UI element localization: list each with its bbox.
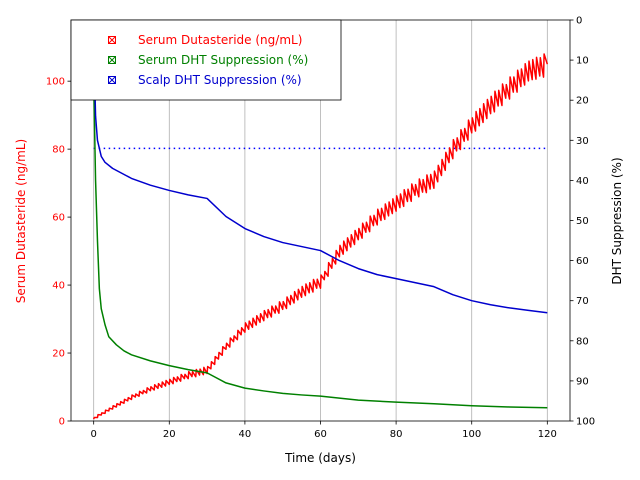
x-tick-label: 40 — [239, 429, 252, 440]
legend-marker — [108, 36, 116, 44]
right-y-tick-label: 10 — [576, 56, 589, 67]
right-y-tick-label: 80 — [576, 336, 589, 347]
right-y-tick-label: 100 — [576, 417, 595, 428]
x-tick-label: 0 — [90, 429, 96, 440]
series-line-1 — [92, 53, 549, 420]
x-tick-label: 20 — [163, 429, 176, 440]
left-y-tick-label: 60 — [52, 213, 65, 224]
right-y-tick-label: 30 — [576, 136, 589, 147]
legend-marker — [108, 56, 116, 64]
plot-area — [92, 40, 549, 420]
right-y-tick-label: 20 — [576, 96, 589, 107]
right-y-tick-label: 70 — [576, 296, 589, 307]
series-line-2 — [92, 80, 548, 409]
right-y-tick-label: 40 — [576, 176, 589, 187]
left-y-tick-label: 100 — [46, 77, 65, 88]
x-axis-label: Time (days) — [284, 451, 356, 465]
right-y-tick-label: 90 — [576, 376, 589, 387]
x-tick-label: 100 — [462, 429, 481, 440]
legend-label: Serum DHT Suppression (%) — [138, 53, 308, 67]
x-tick-label: 120 — [538, 429, 557, 440]
legend-label: Serum Dutasteride (ng/mL) — [138, 33, 302, 47]
right-y-axis-label: DHT Suppression (%) — [610, 157, 624, 284]
right-y-tick-label: 0 — [576, 16, 582, 27]
left-y-tick-label: 20 — [52, 349, 65, 360]
x-tick-label: 60 — [314, 429, 327, 440]
axes: 0 20 40 60 80 100 120 0 20 40 60 80 100 0 10 20 30 40 50 60… — [46, 16, 595, 441]
left-y-tick-label: 0 — [59, 417, 65, 428]
series-line-3 — [92, 40, 548, 314]
right-y-tick-label: 50 — [576, 216, 589, 227]
right-y-tick-label: 60 — [576, 256, 589, 267]
x-tick-label: 80 — [390, 429, 403, 440]
legend-label: Scalp DHT Suppression (%) — [138, 73, 302, 87]
legend: Serum Dutasteride (ng/mL) Serum DHT Suppr… — [70, 19, 342, 101]
left-y-tick-label: 40 — [52, 281, 65, 292]
legend-marker — [108, 76, 116, 84]
left-y-axis-label: Serum Dutasteride (ng/mL) — [14, 139, 28, 303]
left-y-tick-label: 80 — [52, 145, 65, 156]
